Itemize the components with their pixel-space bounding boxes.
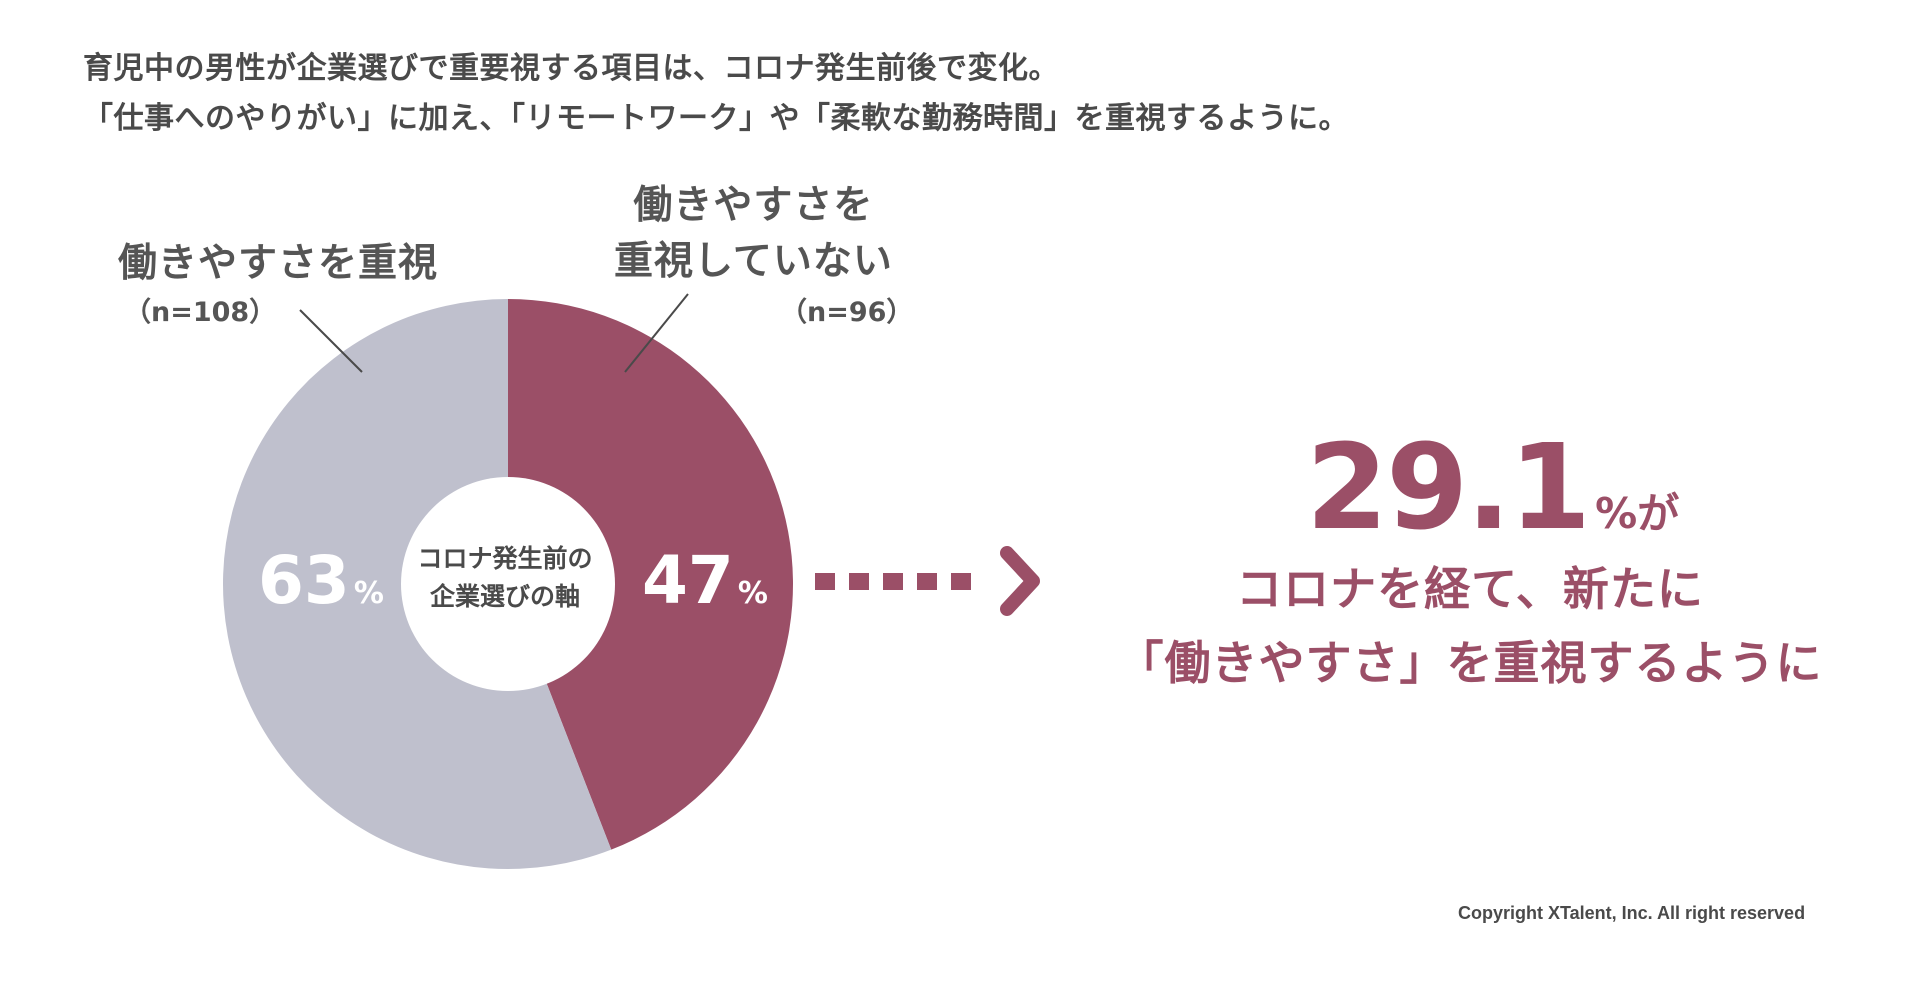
copyright-text: Copyright XTalent, Inc. All right reserv… [1458, 903, 1806, 923]
headline-line-2: 「仕事へのやりがい」に加え、「リモートワーク」や「柔軟な勤務時間」を重視するよう… [83, 101, 1349, 136]
highlight-description-line-1: コロナを経て、新たに [1236, 562, 1704, 616]
donut-slice-not-emphasize [508, 299, 794, 850]
slice-percent-emphasize-value: 63 [258, 542, 350, 619]
highlight-stat: 29.1 %が [1306, 418, 1679, 556]
donut-center-label-line-1: コロナ発生前の [417, 544, 593, 573]
headline-line-1: 育児中の男性が企業選びで重要視する項目は、コロナ発生前後で変化。 [83, 51, 1059, 86]
slice-label-emphasize: 働きやすさを重視 [118, 241, 439, 286]
highlight-description-line-2: 「働きやすさ」を重視するように [1117, 636, 1823, 690]
slice-percent-emphasize-unit: % [353, 576, 384, 611]
headline: 育児中の男性が企業選びで重要視する項目は、コロナ発生前後で変化。 「仕事へのやり… [83, 44, 1349, 144]
donut-center-label: コロナ発生前の 企業選びの軸 [399, 540, 611, 616]
slice-percent-not-emphasize-unit: % [737, 576, 768, 611]
highlight-description: コロナを経て、新たに 「働きやすさ」を重視するように [1100, 552, 1840, 700]
highlight-value: 29.1 [1306, 418, 1591, 556]
slice-n-emphasize: （n=108） [124, 297, 277, 328]
donut-hole [401, 477, 615, 691]
donut-center-label-line-2: 企業選びの軸 [429, 582, 580, 611]
slice-label-not-emphasize: 働きやすさを 重視していない [614, 178, 893, 290]
leader-line-left [299, 309, 363, 373]
slice-percent-not-emphasize: 47% [642, 542, 768, 619]
highlight-suffix: %が [1595, 489, 1680, 538]
slice-percent-not-emphasize-value: 47 [642, 542, 734, 619]
leader-line-right [624, 293, 689, 373]
dotted-arrow-right-icon [815, 543, 1055, 623]
slice-n-not-emphasize: （n=96） [780, 297, 914, 328]
slice-percent-emphasize: 63% [258, 542, 384, 619]
slice-label-not-emphasize-line-2: 重視していない [614, 239, 893, 284]
slice-label-not-emphasize-line-1: 働きやすさを [633, 183, 874, 228]
